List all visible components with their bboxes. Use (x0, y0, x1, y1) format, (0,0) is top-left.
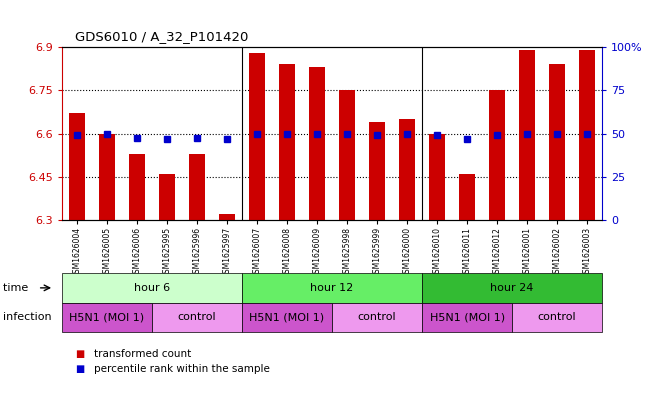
Bar (429, 134, 445, 220)
Text: H5N1 (MOI 1): H5N1 (MOI 1) (430, 312, 505, 322)
Bar (549, 64, 566, 220)
Bar (309, 67, 326, 220)
Text: infection: infection (3, 312, 59, 322)
Text: percentile rank within the sample: percentile rank within the sample (94, 364, 270, 375)
Text: hour 6: hour 6 (134, 283, 170, 293)
Text: control: control (538, 312, 576, 322)
Bar (68, 114, 85, 220)
Bar (579, 50, 596, 220)
Bar (339, 90, 355, 220)
Bar (219, 214, 235, 220)
Bar (279, 64, 296, 220)
Text: ■: ■ (75, 349, 84, 359)
Bar (189, 154, 205, 220)
Text: control: control (178, 312, 216, 322)
Bar (129, 154, 145, 220)
Bar (159, 174, 175, 220)
Bar (98, 134, 115, 220)
Text: hour 12: hour 12 (311, 283, 353, 293)
Text: hour 24: hour 24 (490, 283, 534, 293)
Bar (249, 53, 265, 220)
Text: GDS6010 / A_32_P101420: GDS6010 / A_32_P101420 (75, 30, 248, 43)
Bar (489, 90, 505, 220)
Bar (368, 122, 385, 220)
Text: transformed count: transformed count (94, 349, 191, 359)
Bar (399, 119, 415, 220)
Text: H5N1 (MOI 1): H5N1 (MOI 1) (249, 312, 325, 322)
Text: ■: ■ (75, 364, 84, 375)
Text: time: time (3, 283, 36, 293)
Bar (519, 50, 535, 220)
Bar (459, 174, 475, 220)
Text: H5N1 (MOI 1): H5N1 (MOI 1) (69, 312, 145, 322)
Text: control: control (358, 312, 396, 322)
